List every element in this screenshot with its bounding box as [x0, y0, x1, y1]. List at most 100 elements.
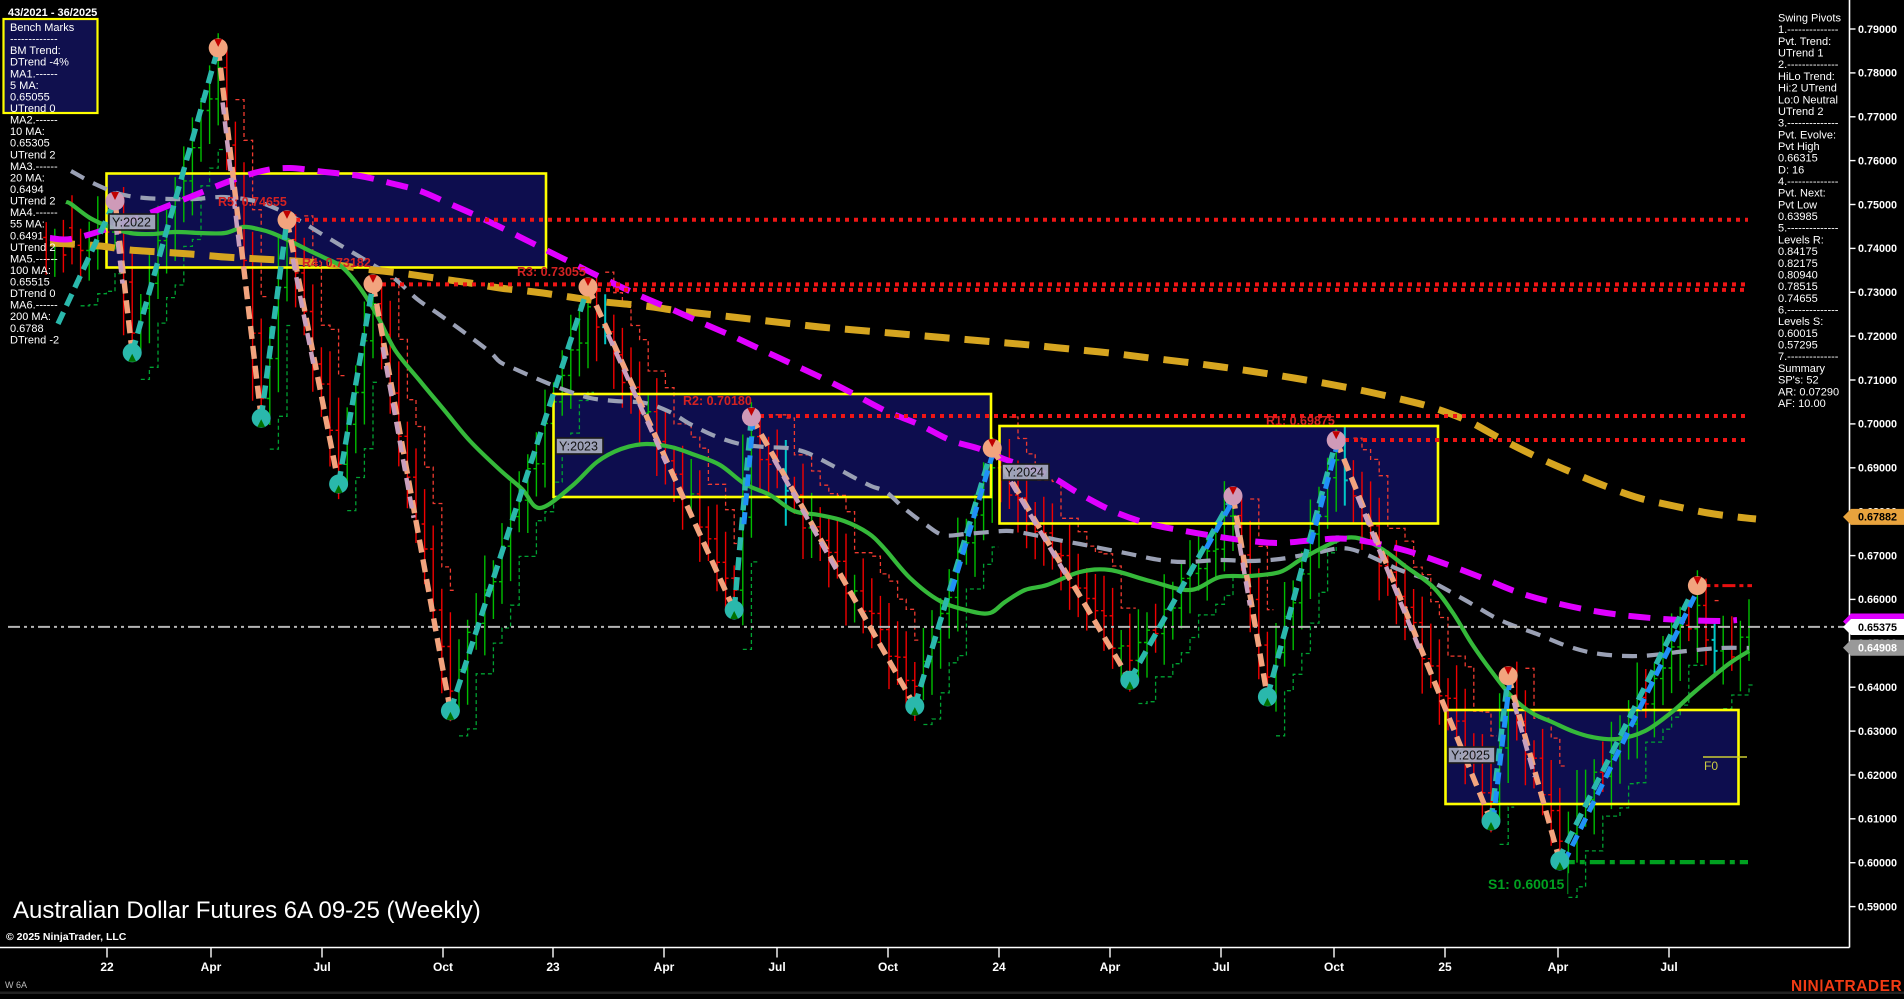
svg-text:Levels S:: Levels S: — [1778, 316, 1823, 328]
svg-text:23: 23 — [546, 960, 560, 974]
svg-text:Hi:2 UTrend: Hi:2 UTrend — [1778, 83, 1837, 95]
svg-text:0.72000: 0.72000 — [1858, 331, 1897, 343]
svg-text:Levels R:: Levels R: — [1778, 234, 1824, 246]
svg-text:0.74000: 0.74000 — [1858, 243, 1897, 255]
svg-text:55 MA:: 55 MA: — [10, 219, 45, 231]
svg-text:Oct: Oct — [433, 960, 453, 974]
svg-text:0.64908: 0.64908 — [1858, 643, 1897, 655]
svg-text:Pvt High: Pvt High — [1778, 141, 1820, 153]
svg-text:MA2.------: MA2.------ — [10, 115, 58, 127]
svg-text:0.65515: 0.65515 — [10, 277, 50, 289]
svg-text:0.65055: 0.65055 — [10, 91, 50, 103]
svg-text:0.6494: 0.6494 — [10, 184, 44, 196]
svg-text:AR: 0.07290: AR: 0.07290 — [1778, 386, 1839, 398]
svg-text:S1: 0.60015: S1: 0.60015 — [1488, 876, 1564, 892]
svg-text:20 MA:: 20 MA: — [10, 172, 45, 184]
svg-text:0.60015: 0.60015 — [1778, 328, 1818, 340]
svg-text:Apr: Apr — [201, 960, 222, 974]
svg-text:Oct: Oct — [1324, 960, 1344, 974]
svg-text:SP's: 52: SP's: 52 — [1778, 375, 1819, 387]
svg-text:UTrend 2: UTrend 2 — [10, 242, 55, 254]
svg-text:0.62000: 0.62000 — [1858, 770, 1897, 782]
svg-text:Lo:0 Neutral: Lo:0 Neutral — [1778, 94, 1838, 106]
svg-text:0.77000: 0.77000 — [1858, 112, 1897, 124]
svg-text:Jul: Jul — [1660, 960, 1677, 974]
svg-text:5 MA:: 5 MA: — [10, 80, 39, 92]
svg-text:0.66315: 0.66315 — [1778, 153, 1818, 165]
svg-text:Y:2024: Y:2024 — [1005, 466, 1044, 480]
svg-text:0.74655: 0.74655 — [1778, 293, 1818, 305]
svg-text:MA1.------: MA1.------ — [10, 68, 58, 80]
svg-text:Jul: Jul — [768, 960, 785, 974]
svg-text:Y:2022: Y:2022 — [112, 216, 151, 230]
svg-text:0.71000: 0.71000 — [1858, 375, 1897, 387]
svg-text:Pvt. Trend:: Pvt. Trend: — [1778, 36, 1831, 48]
svg-text:0.76000: 0.76000 — [1858, 155, 1897, 167]
svg-text:Bench Marks: Bench Marks — [10, 22, 75, 34]
svg-text:0.78515: 0.78515 — [1778, 281, 1818, 293]
svg-text:Jul: Jul — [1212, 960, 1229, 974]
svg-text:DTrend -2: DTrend -2 — [10, 334, 59, 346]
svg-text:W 6A: W 6A — [5, 980, 27, 990]
svg-text:0.73000: 0.73000 — [1858, 287, 1897, 299]
svg-text:0.65305: 0.65305 — [10, 138, 50, 150]
svg-text:25: 25 — [1438, 960, 1452, 974]
svg-text:MA4.------: MA4.------ — [10, 207, 58, 219]
svg-text:MA3.------: MA3.------ — [10, 161, 58, 173]
svg-text:UTrend 2: UTrend 2 — [10, 149, 55, 161]
svg-text:0.67000: 0.67000 — [1858, 550, 1897, 562]
svg-text:UTrend 1: UTrend 1 — [1778, 48, 1823, 60]
svg-text:R1: 0.69875: R1: 0.69875 — [1266, 414, 1335, 428]
svg-text:0.63000: 0.63000 — [1858, 726, 1897, 738]
svg-text:R3: 0.73055: R3: 0.73055 — [517, 265, 586, 279]
svg-text:0.64000: 0.64000 — [1858, 682, 1897, 694]
svg-text:NIN|ATRADER: NIN|ATRADER — [1791, 978, 1902, 994]
svg-text:0.78000: 0.78000 — [1858, 68, 1897, 80]
svg-text:0.79000: 0.79000 — [1858, 24, 1897, 36]
svg-text:24: 24 — [992, 960, 1006, 974]
svg-text:BM Trend:: BM Trend: — [10, 45, 61, 57]
svg-text:0.75000: 0.75000 — [1858, 199, 1897, 211]
svg-text:0.80940: 0.80940 — [1778, 270, 1818, 282]
svg-text:0.70000: 0.70000 — [1858, 419, 1897, 431]
svg-text:MA5.------: MA5.------ — [10, 253, 58, 265]
svg-text:© 2025 NinjaTrader, LLC: © 2025 NinjaTrader, LLC — [6, 931, 127, 943]
svg-text:D: 16: D: 16 — [1778, 164, 1804, 176]
svg-text:0.6788: 0.6788 — [10, 323, 44, 335]
svg-text:MA6.------: MA6.------ — [10, 300, 58, 312]
svg-text:UTrend 2: UTrend 2 — [1778, 106, 1823, 118]
svg-text:200 MA:: 200 MA: — [10, 311, 51, 323]
svg-text:0.61000: 0.61000 — [1858, 814, 1897, 826]
svg-text:10 MA:: 10 MA: — [10, 126, 45, 138]
svg-text:Apr: Apr — [1100, 960, 1121, 974]
svg-text:0.69000: 0.69000 — [1858, 463, 1897, 475]
svg-text:0.60000: 0.60000 — [1858, 858, 1897, 870]
svg-text:7.--------------: 7.-------------- — [1778, 351, 1839, 363]
svg-text:0.67882: 0.67882 — [1858, 512, 1897, 524]
svg-text:4.--------------: 4.-------------- — [1778, 176, 1839, 188]
svg-text:0.66000: 0.66000 — [1858, 594, 1897, 606]
svg-text:DTrend -4%: DTrend -4% — [10, 57, 69, 69]
svg-text:100 MA:: 100 MA: — [10, 265, 51, 277]
svg-text:0.65375: 0.65375 — [1858, 622, 1897, 634]
svg-text:F0: F0 — [1704, 759, 1718, 773]
svg-text:Jul: Jul — [313, 960, 330, 974]
svg-text:Y:2023: Y:2023 — [559, 440, 598, 454]
svg-text:Pvt Low: Pvt Low — [1778, 199, 1817, 211]
svg-text:Oct: Oct — [878, 960, 898, 974]
svg-text:0.6491: 0.6491 — [10, 230, 44, 242]
svg-text:R2: 0.70180: R2: 0.70180 — [683, 394, 752, 408]
svg-text:5.--------------: 5.-------------- — [1778, 223, 1839, 235]
svg-text:1.--------------: 1.-------------- — [1778, 24, 1839, 36]
svg-text:UTrend 2: UTrend 2 — [10, 196, 55, 208]
svg-text:22: 22 — [100, 960, 114, 974]
svg-text:UTrend 0: UTrend 0 — [10, 103, 55, 115]
svg-text:Swing Pivots: Swing Pivots — [1778, 13, 1841, 25]
svg-text:R4: 0.73182: R4: 0.73182 — [302, 256, 371, 270]
svg-text:Apr: Apr — [654, 960, 675, 974]
svg-text:2.--------------: 2.-------------- — [1778, 59, 1839, 71]
svg-text:0.57295: 0.57295 — [1778, 340, 1818, 352]
svg-text:Apr: Apr — [1548, 960, 1569, 974]
svg-text:Australian Dollar Futures 6A 0: Australian Dollar Futures 6A 09-25 (Week… — [13, 897, 481, 924]
svg-text:43/2021 - 36/2025: 43/2021 - 36/2025 — [8, 7, 97, 19]
